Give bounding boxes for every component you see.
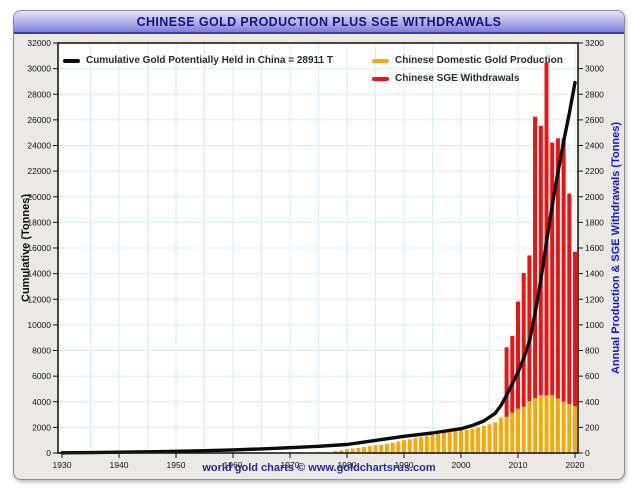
svg-text:26000: 26000	[27, 115, 51, 125]
svg-text:20000: 20000	[27, 192, 51, 202]
title-bar: CHINESE GOLD PRODUCTION PLUS SGE WITHDRA…	[14, 11, 624, 34]
left-axis-title: Cumulative (Tonnes)	[20, 194, 32, 302]
svg-text:0: 0	[46, 448, 51, 458]
svg-text:2010: 2010	[509, 460, 528, 470]
sge-withdrawal-bars	[504, 62, 577, 417]
svg-text:2200: 2200	[585, 166, 604, 176]
svg-text:28000: 28000	[27, 89, 51, 99]
svg-text:2800: 2800	[585, 89, 604, 99]
svg-text:2600: 2600	[585, 115, 604, 125]
legend-label-cumulative: Cumulative Gold Potentially Held in Chin…	[86, 55, 334, 66]
legend-label-sge: Chinese SGE Withdrawals	[395, 73, 520, 84]
svg-text:24000: 24000	[27, 141, 51, 151]
legend-item-sge: Chinese SGE Withdrawals	[372, 73, 519, 84]
svg-text:10000: 10000	[27, 320, 51, 330]
credit-footer: world gold charts © www.goldchartsrus.co…	[202, 462, 436, 474]
svg-text:1990: 1990	[395, 460, 414, 470]
cumulative-line	[60, 80, 577, 455]
svg-text:2000: 2000	[452, 460, 471, 470]
right-axis-title: Annual Production & SGE Withdrawals (Ton…	[610, 121, 622, 375]
svg-text:2400: 2400	[585, 141, 604, 151]
svg-text:1600: 1600	[585, 243, 604, 253]
svg-text:1930: 1930	[53, 460, 72, 470]
svg-text:0: 0	[585, 448, 590, 458]
svg-text:1000: 1000	[585, 320, 604, 330]
svg-text:600: 600	[585, 371, 599, 381]
svg-text:14000: 14000	[27, 269, 51, 279]
svg-text:16000: 16000	[27, 243, 51, 253]
production-bars	[333, 394, 577, 453]
svg-text:4000: 4000	[32, 397, 51, 407]
svg-text:12000: 12000	[27, 294, 51, 304]
svg-text:30000: 30000	[27, 64, 51, 74]
svg-text:1400: 1400	[585, 269, 604, 279]
svg-text:3000: 3000	[585, 64, 604, 74]
svg-text:3200: 3200	[585, 38, 604, 48]
svg-text:6000: 6000	[32, 371, 51, 381]
svg-text:1800: 1800	[585, 217, 604, 227]
svg-text:2020: 2020	[566, 460, 585, 470]
svg-text:1970: 1970	[281, 460, 300, 470]
chart-panel: CHINESE GOLD PRODUCTION PLUS SGE WITHDRA…	[13, 10, 625, 480]
svg-text:1940: 1940	[110, 460, 129, 470]
svg-text:800: 800	[585, 346, 599, 356]
svg-text:2000: 2000	[32, 422, 51, 432]
cumulative-line-swatch-icon	[63, 58, 80, 63]
svg-text:8000: 8000	[32, 346, 51, 356]
sge-bar-swatch-icon	[372, 76, 389, 81]
chart-canvas: 0200040006000800010000120001400016000180…	[27, 38, 604, 470]
svg-text:1200: 1200	[585, 294, 604, 304]
legend-item-production: Chinese Domestic Gold Production	[372, 55, 563, 66]
legend-label-production: Chinese Domestic Gold Production	[395, 55, 563, 66]
svg-text:2000: 2000	[585, 192, 604, 202]
svg-text:1960: 1960	[224, 460, 243, 470]
svg-text:400: 400	[585, 397, 599, 407]
svg-text:200: 200	[585, 422, 599, 432]
legend-item-cumulative: Cumulative Gold Potentially Held in Chin…	[63, 55, 333, 66]
svg-text:22000: 22000	[27, 166, 51, 176]
svg-text:1950: 1950	[167, 460, 186, 470]
production-bar-swatch-icon	[372, 58, 389, 63]
axis-ticks-and-labels: 0200040006000800010000120001400016000180…	[27, 38, 604, 470]
svg-text:1980: 1980	[338, 460, 357, 470]
svg-text:18000: 18000	[27, 217, 51, 227]
svg-text:32000: 32000	[27, 38, 51, 48]
chart-title: CHINESE GOLD PRODUCTION PLUS SGE WITHDRA…	[136, 14, 502, 29]
